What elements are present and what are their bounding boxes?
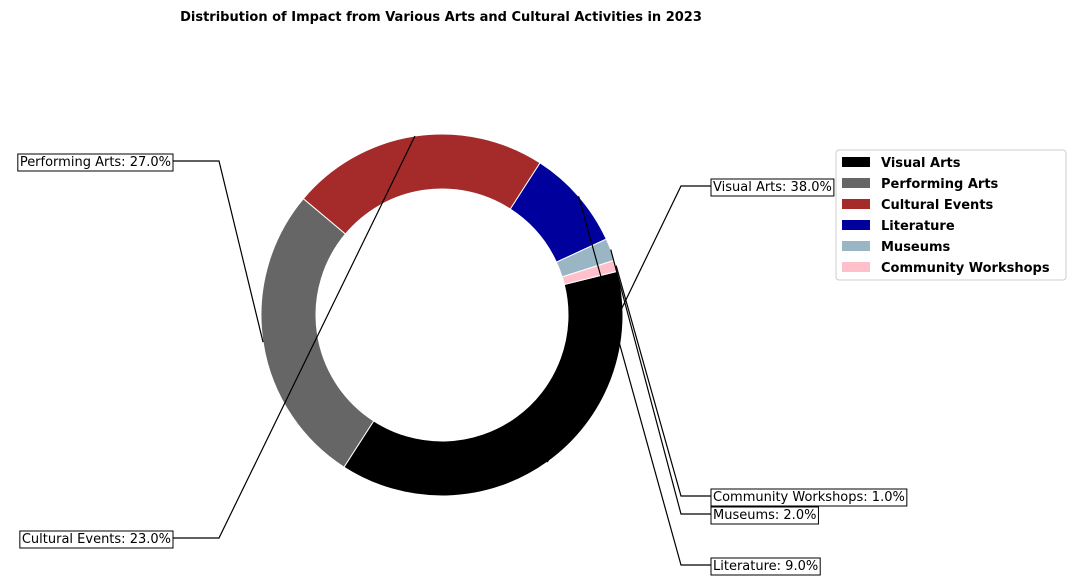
callout-text: Visual Arts: 38.0% [713,180,832,195]
callout-text: Museums: 2.0% [713,508,816,523]
callout-label-visual-arts: Visual Arts: 38.0% [710,178,835,197]
chart-title: Distribution of Impact from Various Arts… [180,10,702,25]
callout-text: Performing Arts: 27.0% [20,155,171,170]
legend-item-literature: Literature [842,219,955,234]
legend-item-visual-arts: Visual Arts [842,156,961,171]
legend-item-performing-arts: Performing Arts [842,177,999,192]
legend-item-cultural-events: Cultural Events [842,198,994,213]
callout-line-museums [610,249,713,515]
callout-label-literature: Literature: 9.0% [710,557,821,576]
legend-swatch [842,262,870,272]
callout-label-community-workshops: Community Workshops: 1.0% [710,488,908,507]
callout-text: Literature: 9.0% [713,559,818,574]
legend-swatch [842,220,870,230]
slice-visual-arts [343,270,624,497]
callout-line-visual-arts [546,185,713,463]
slice-performing-arts [260,197,375,468]
callout-box [710,506,819,525]
slice-cultural-events [302,133,541,235]
legend-swatch [842,241,870,251]
callout-line-cultural-events [171,135,416,539]
callout-box [17,153,174,172]
callout-line-performing-arts [171,160,264,343]
slice-community-workshops [561,259,619,286]
legend-item-museums: Museums [842,240,951,255]
callout-box [710,488,908,507]
callout-line-community-workshops [615,265,713,497]
callout-text: Community Workshops: 1.0% [713,490,905,505]
callout-labels: Visual Arts: 38.0% Performing Arts: 27.0%… [17,135,908,576]
callout-box [710,178,835,197]
donut-slices [260,133,624,497]
legend-item-community-workshops: Community Workshops [842,261,1050,276]
legend-label: Community Workshops [881,261,1050,276]
callout-label-performing-arts: Performing Arts: 27.0% [17,153,174,172]
legend-label: Literature [881,219,955,234]
callout-label-cultural-events: Cultural Events: 23.0% [19,530,174,549]
legend-label: Cultural Events [881,198,994,213]
legend-swatch [842,157,870,167]
callout-text: Cultural Events: 23.0% [22,532,171,547]
callout-box [710,557,821,576]
legend-label: Performing Arts [881,177,999,192]
legend: Visual Arts Performing Arts Cultural Event… [835,149,1067,281]
legend-label: Visual Arts [881,156,961,171]
callout-label-museums: Museums: 2.0% [710,506,819,525]
legend-label: Museums [881,240,951,255]
callout-line-literature [578,196,713,566]
callout-box [19,530,174,549]
legend-swatch [842,199,870,209]
legend-frame [835,149,1067,281]
legend-swatch [842,178,870,188]
